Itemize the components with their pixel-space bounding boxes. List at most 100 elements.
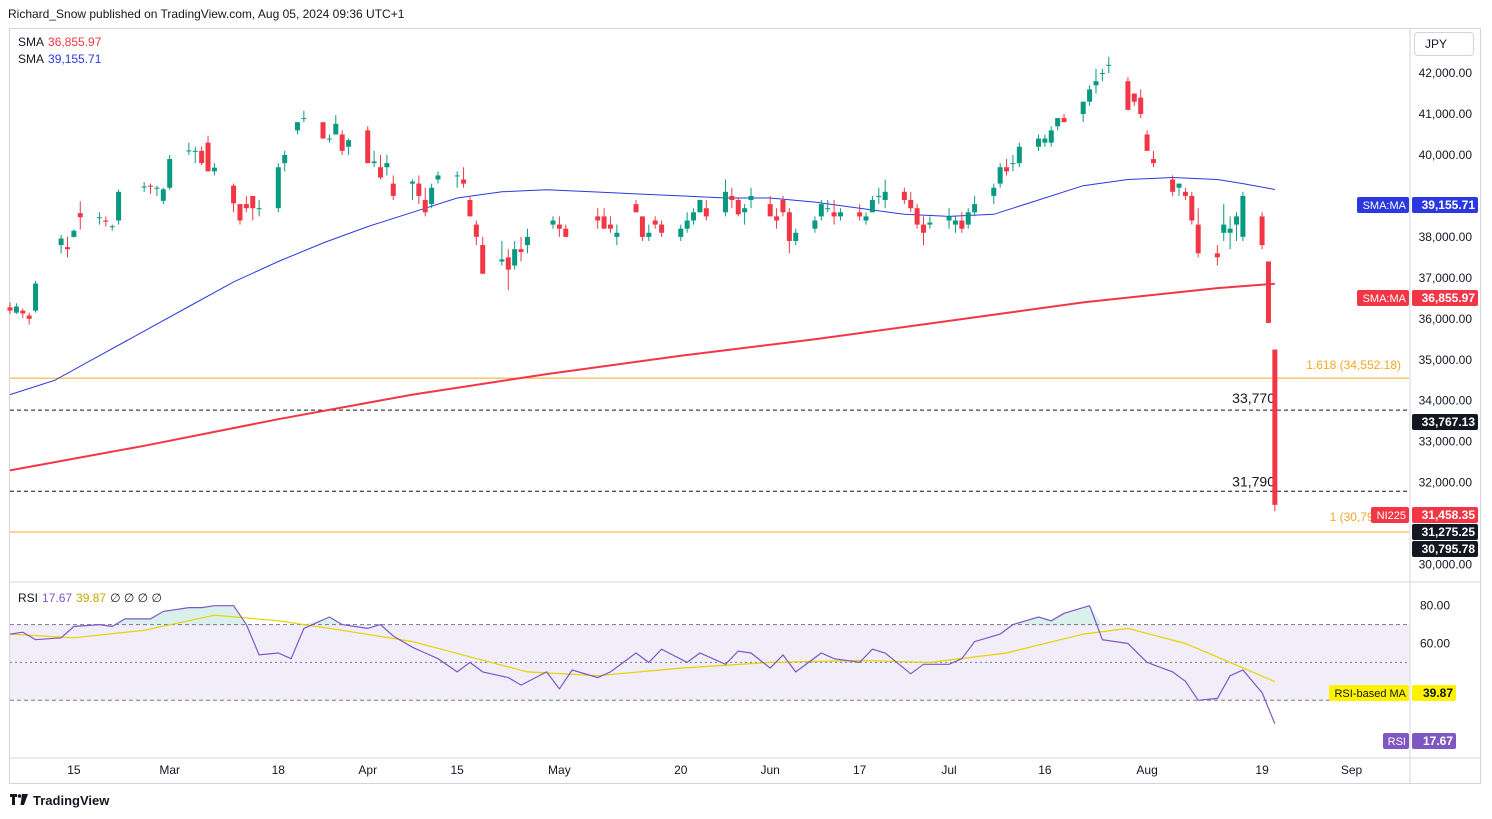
time-tick-label: 20	[674, 763, 688, 777]
candle-body	[614, 232, 620, 237]
rsi-ma-tag-label-bg	[1329, 685, 1409, 701]
price-tick-label: 35,000.00	[1419, 353, 1473, 367]
rsi-ma-tag-value-bg	[1412, 685, 1456, 701]
candle	[301, 110, 307, 123]
candle-body	[160, 189, 166, 201]
candle-body	[742, 208, 748, 213]
candle	[326, 134, 332, 143]
candle	[167, 154, 173, 190]
candle-body	[1272, 349, 1278, 505]
candle	[365, 126, 371, 164]
currency-button[interactable]: JPY	[1414, 32, 1474, 56]
candle-body	[1170, 179, 1176, 192]
grid-layer	[9, 29, 1481, 784]
candle	[505, 249, 511, 291]
candle-body	[1265, 261, 1271, 323]
candle-body	[154, 187, 160, 189]
candle-body	[243, 204, 249, 209]
candle	[116, 189, 122, 225]
rsi-legend[interactable]: RSI 17.67 39.87 ∅ ∅ ∅ ∅	[18, 591, 162, 605]
candle	[659, 220, 665, 237]
candle	[1138, 89, 1144, 119]
candle-body	[1189, 195, 1195, 221]
candle-body	[857, 212, 863, 217]
sma-fast-legend[interactable]: SMA 36,855.97	[18, 35, 101, 49]
candle	[1265, 261, 1271, 323]
candle	[1010, 154, 1016, 172]
candle	[1061, 113, 1067, 123]
rsi-ma-tag-label: RSI-based MA	[1334, 688, 1406, 700]
candle	[722, 179, 728, 217]
candle-body	[550, 220, 556, 225]
candle	[1170, 175, 1176, 196]
rsi-legend-value: 17.67	[42, 591, 73, 605]
candle-body	[563, 228, 569, 237]
candle-body	[735, 200, 741, 215]
candle-body	[901, 191, 907, 201]
candle	[1016, 142, 1022, 168]
candle	[1125, 77, 1131, 110]
rsi-tag-value-bg	[1412, 733, 1456, 749]
candle-body	[250, 195, 256, 209]
tradingview-logo[interactable]: TradingView	[10, 793, 109, 808]
candle	[646, 224, 652, 241]
price-tags: SMA:MA 39,155.71 SMA:MA 36,855.97 33,767.13 N…	[1329, 197, 1478, 749]
candle	[1240, 191, 1246, 241]
candle	[454, 171, 460, 188]
last-price-tag-label-bg	[1371, 507, 1409, 523]
candle	[1035, 134, 1041, 151]
candle	[812, 216, 818, 233]
candle-body	[1035, 138, 1041, 147]
candle-body	[186, 150, 192, 152]
candle	[473, 220, 479, 246]
candle	[409, 179, 415, 201]
sma-fast-tag-value-bg	[1412, 290, 1478, 306]
candle	[678, 224, 684, 241]
candle-body	[282, 154, 288, 164]
candle-body	[371, 161, 377, 164]
candle-body	[882, 191, 888, 201]
candle-body	[148, 185, 154, 187]
candle	[160, 187, 166, 205]
candle-body	[301, 118, 307, 120]
candle	[1080, 101, 1086, 123]
candlesticks	[7, 56, 1278, 512]
candle-body	[1150, 159, 1156, 164]
candle	[64, 236, 70, 258]
candle	[422, 187, 428, 217]
candle-body	[1234, 216, 1240, 225]
candle	[524, 228, 530, 254]
candle-body	[1221, 224, 1227, 233]
candle	[818, 200, 824, 221]
candle-body	[429, 187, 435, 205]
candle-body	[959, 220, 965, 229]
time-tick-label: 18	[272, 763, 286, 777]
candle	[26, 312, 32, 325]
candle	[1189, 191, 1195, 225]
sma-slow-legend[interactable]: SMA 39,155.71	[18, 52, 101, 66]
candle	[927, 216, 933, 229]
candle	[691, 208, 697, 225]
candle-body	[946, 216, 952, 221]
time-tick-label: 19	[1255, 763, 1269, 777]
candle-body	[211, 167, 217, 172]
candle	[1150, 150, 1156, 168]
candle	[1093, 68, 1099, 94]
candle-body	[116, 191, 122, 221]
candle	[461, 167, 467, 188]
candle-body	[1048, 130, 1054, 143]
candle	[748, 187, 754, 209]
candle-body	[1004, 167, 1010, 172]
candle	[339, 130, 345, 155]
candle-body	[33, 283, 39, 311]
candle	[729, 187, 735, 209]
candle	[639, 216, 645, 241]
candle-body	[729, 195, 735, 201]
price-tick-label: 42,000.00	[1419, 66, 1473, 80]
candle	[237, 204, 243, 225]
candle	[780, 195, 786, 217]
candle-body	[837, 212, 843, 217]
candle-body	[1195, 224, 1201, 254]
candle-body	[409, 181, 415, 184]
